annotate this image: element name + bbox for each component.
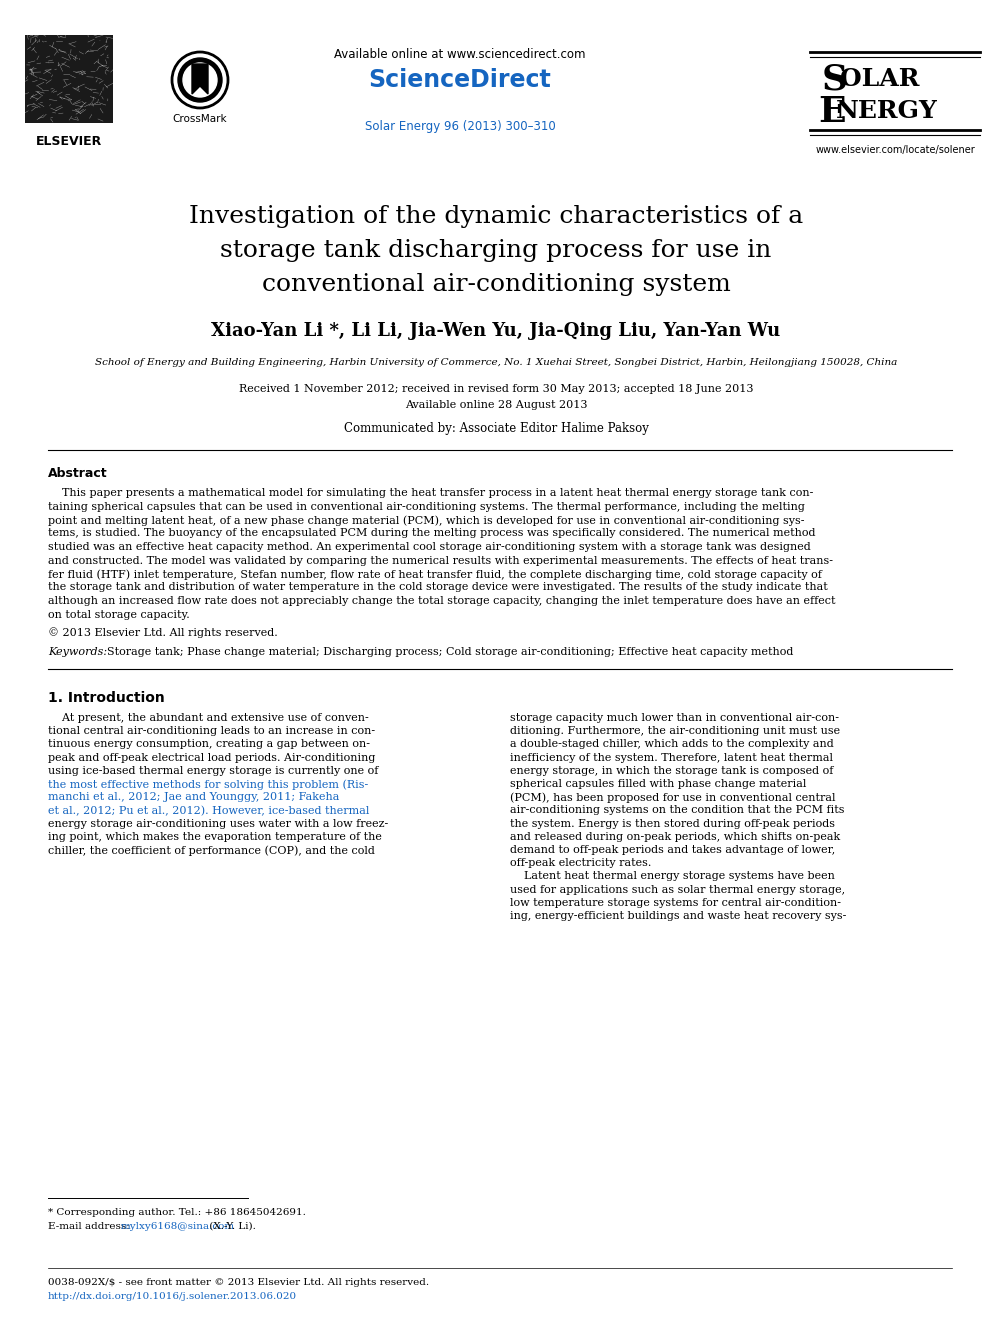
Text: the most effective methods for solving this problem (Ris-: the most effective methods for solving t… [48,779,368,790]
Text: Received 1 November 2012; received in revised form 30 May 2013; accepted 18 June: Received 1 November 2012; received in re… [239,384,753,394]
Text: E-mail address:: E-mail address: [48,1222,133,1230]
Text: used for applications such as solar thermal energy storage,: used for applications such as solar ther… [510,885,845,894]
Text: Xiao-Yan Li *, Li Li, Jia-Wen Yu, Jia-Qing Liu, Yan-Yan Wu: Xiao-Yan Li *, Li Li, Jia-Wen Yu, Jia-Qi… [211,321,781,340]
Polygon shape [192,64,208,94]
Text: chiller, the coefficient of performance (COP), and the cold: chiller, the coefficient of performance … [48,845,375,856]
Text: inefficiency of the system. Therefore, latent heat thermal: inefficiency of the system. Therefore, l… [510,753,833,762]
Text: Solar Energy 96 (2013) 300–310: Solar Energy 96 (2013) 300–310 [365,120,556,134]
Text: and constructed. The model was validated by comparing the numerical results with: and constructed. The model was validated… [48,556,833,565]
Text: the storage tank and distribution of water temperature in the cold storage devic: the storage tank and distribution of wat… [48,582,827,593]
Text: Available online 28 August 2013: Available online 28 August 2013 [405,400,587,410]
Text: tional central air-conditioning leads to an increase in con-: tional central air-conditioning leads to… [48,726,375,736]
Text: air-conditioning systems on the condition that the PCM fits: air-conditioning systems on the conditio… [510,806,844,815]
Text: (X.-Y. Li).: (X.-Y. Li). [206,1222,256,1230]
Text: ing, energy-efficient buildings and waste heat recovery sys-: ing, energy-efficient buildings and wast… [510,912,846,921]
Text: taining spherical capsules that can be used in conventional air-conditioning sys: taining spherical capsules that can be u… [48,501,805,512]
Text: ScienceDirect: ScienceDirect [369,67,552,93]
Text: tinuous energy consumption, creating a gap between on-: tinuous energy consumption, creating a g… [48,740,370,749]
Text: 0038-092X/$ - see front matter © 2013 Elsevier Ltd. All rights reserved.: 0038-092X/$ - see front matter © 2013 El… [48,1278,430,1287]
Text: www.elsevier.com/locate/solener: www.elsevier.com/locate/solener [815,146,975,155]
Text: a double-staged chiller, which adds to the complexity and: a double-staged chiller, which adds to t… [510,740,833,749]
Text: Communicated by: Associate Editor Halime Paksoy: Communicated by: Associate Editor Halime… [343,422,649,435]
Text: off-peak electricity rates.: off-peak electricity rates. [510,859,652,868]
Text: energy storage air-conditioning uses water with a low freez-: energy storage air-conditioning uses wat… [48,819,388,828]
Text: OLAR: OLAR [840,67,920,91]
Text: ditioning. Furthermore, the air-conditioning unit must use: ditioning. Furthermore, the air-conditio… [510,726,840,736]
Text: using ice-based thermal energy storage is currently one of: using ice-based thermal energy storage i… [48,766,378,775]
Text: and released during on-peak periods, which shifts on-peak: and released during on-peak periods, whi… [510,832,840,841]
Text: This paper presents a mathematical model for simulating the heat transfer proces: This paper presents a mathematical model… [48,488,813,497]
Text: Abstract: Abstract [48,467,107,480]
Text: NERGY: NERGY [836,99,937,123]
Text: demand to off-peak periods and takes advantage of lower,: demand to off-peak periods and takes adv… [510,845,835,855]
Bar [25,34,113,123]
Text: although an increased flow rate does not appreciably change the total storage ca: although an increased flow rate does not… [48,595,835,606]
Text: on total storage capacity.: on total storage capacity. [48,610,189,619]
Circle shape [183,64,217,97]
Text: ing point, which makes the evaporation temperature of the: ing point, which makes the evaporation t… [48,832,382,841]
Text: © 2013 Elsevier Ltd. All rights reserved.: © 2013 Elsevier Ltd. All rights reserved… [48,627,278,638]
Text: point and melting latent heat, of a new phase change material (PCM), which is de: point and melting latent heat, of a new … [48,515,805,525]
Text: (PCM), has been proposed for use in conventional central: (PCM), has been proposed for use in conv… [510,792,835,803]
Text: peak and off-peak electrical load periods. Air-conditioning: peak and off-peak electrical load period… [48,753,375,762]
Text: 1. Introduction: 1. Introduction [48,691,165,705]
Text: Keywords:: Keywords: [48,647,107,658]
Text: http://dx.doi.org/10.1016/j.solener.2013.06.020: http://dx.doi.org/10.1016/j.solener.2013… [48,1293,298,1301]
Text: At present, the abundant and extensive use of conven-: At present, the abundant and extensive u… [48,713,369,722]
Circle shape [178,58,222,102]
Text: E: E [818,95,845,130]
Text: ELSEVIER: ELSEVIER [36,135,102,148]
Text: spherical capsules filled with phase change material: spherical capsules filled with phase cha… [510,779,806,789]
Text: et al., 2012; Pu et al., 2012). However, ice-based thermal: et al., 2012; Pu et al., 2012). However,… [48,806,369,816]
Text: Investigation of the dynamic characteristics of a
storage tank discharging proce: Investigation of the dynamic characteris… [188,205,804,295]
Text: tems, is studied. The buoyancy of the encapsulated PCM during the melting proces: tems, is studied. The buoyancy of the en… [48,528,815,538]
Text: mylxy6168@sina.com: mylxy6168@sina.com [121,1222,235,1230]
Text: manchi et al., 2012; Jae and Younggy, 2011; Fakeha: manchi et al., 2012; Jae and Younggy, 20… [48,792,339,802]
Text: the system. Energy is then stored during off-peak periods: the system. Energy is then stored during… [510,819,835,828]
Text: Latent heat thermal energy storage systems have been: Latent heat thermal energy storage syste… [510,872,835,881]
Text: * Corresponding author. Tel.: +86 18645042691.: * Corresponding author. Tel.: +86 186450… [48,1208,306,1217]
Text: low temperature storage systems for central air-condition-: low temperature storage systems for cent… [510,898,841,908]
Text: CrossMark: CrossMark [173,114,227,124]
Text: energy storage, in which the storage tank is composed of: energy storage, in which the storage tan… [510,766,833,775]
Text: Available online at www.sciencedirect.com: Available online at www.sciencedirect.co… [334,48,585,61]
Text: School of Energy and Building Engineering, Harbin University of Commerce, No. 1 : School of Energy and Building Engineerin… [95,359,897,366]
Text: Storage tank; Phase change material; Discharging process; Cold storage air-condi: Storage tank; Phase change material; Dis… [100,647,794,658]
Text: fer fluid (HTF) inlet temperature, Stefan number, flow rate of heat transfer flu: fer fluid (HTF) inlet temperature, Stefa… [48,569,822,579]
Text: storage capacity much lower than in conventional air-con-: storage capacity much lower than in conv… [510,713,839,722]
Text: S: S [822,64,848,97]
Text: studied was an effective heat capacity method. An experimental cool storage air-: studied was an effective heat capacity m… [48,542,810,552]
